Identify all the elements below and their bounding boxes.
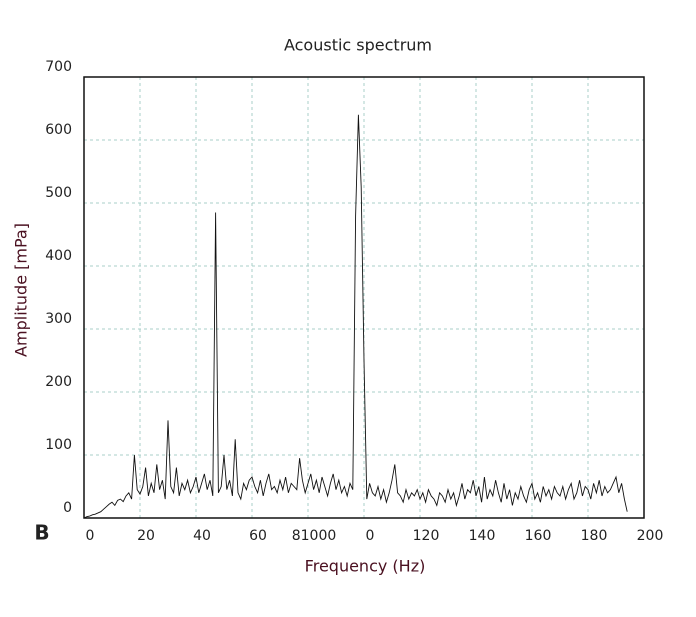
spectrum-line (83, 114, 628, 519)
x-tick-label: 81000 (292, 528, 337, 544)
x-tick-label: 140 (469, 528, 496, 544)
y-tick-label: 400 (45, 248, 72, 264)
x-tick-label: 200 (637, 528, 664, 544)
plot-frame (83, 76, 645, 519)
y-tick-label: 700 (45, 59, 72, 75)
y-tick-label: 200 (45, 374, 72, 390)
y-tick-label: 300 (45, 311, 72, 327)
chart-title: Acoustic spectrum (284, 36, 432, 55)
y-tick-label: 500 (45, 185, 72, 201)
x-tick-label: 60 (249, 528, 267, 544)
panel-label: B (34, 521, 49, 545)
x-tick-label: 120 (413, 528, 440, 544)
y-axis-label: Amplitude [mPa] (12, 223, 31, 357)
x-tick-label: 40 (193, 528, 211, 544)
x-axis-label: Frequency (Hz) (305, 557, 426, 576)
x-tick-label: 160 (525, 528, 552, 544)
x-tick-label: 180 (581, 528, 608, 544)
y-tick-label: 0 (63, 500, 72, 516)
y-tick-label: 600 (45, 122, 72, 138)
y-tick-label: 100 (45, 437, 72, 453)
x-tick-label: 0 (366, 528, 375, 544)
x-tick-label: 0 (86, 528, 95, 544)
x-tick-label: 20 (137, 528, 155, 544)
